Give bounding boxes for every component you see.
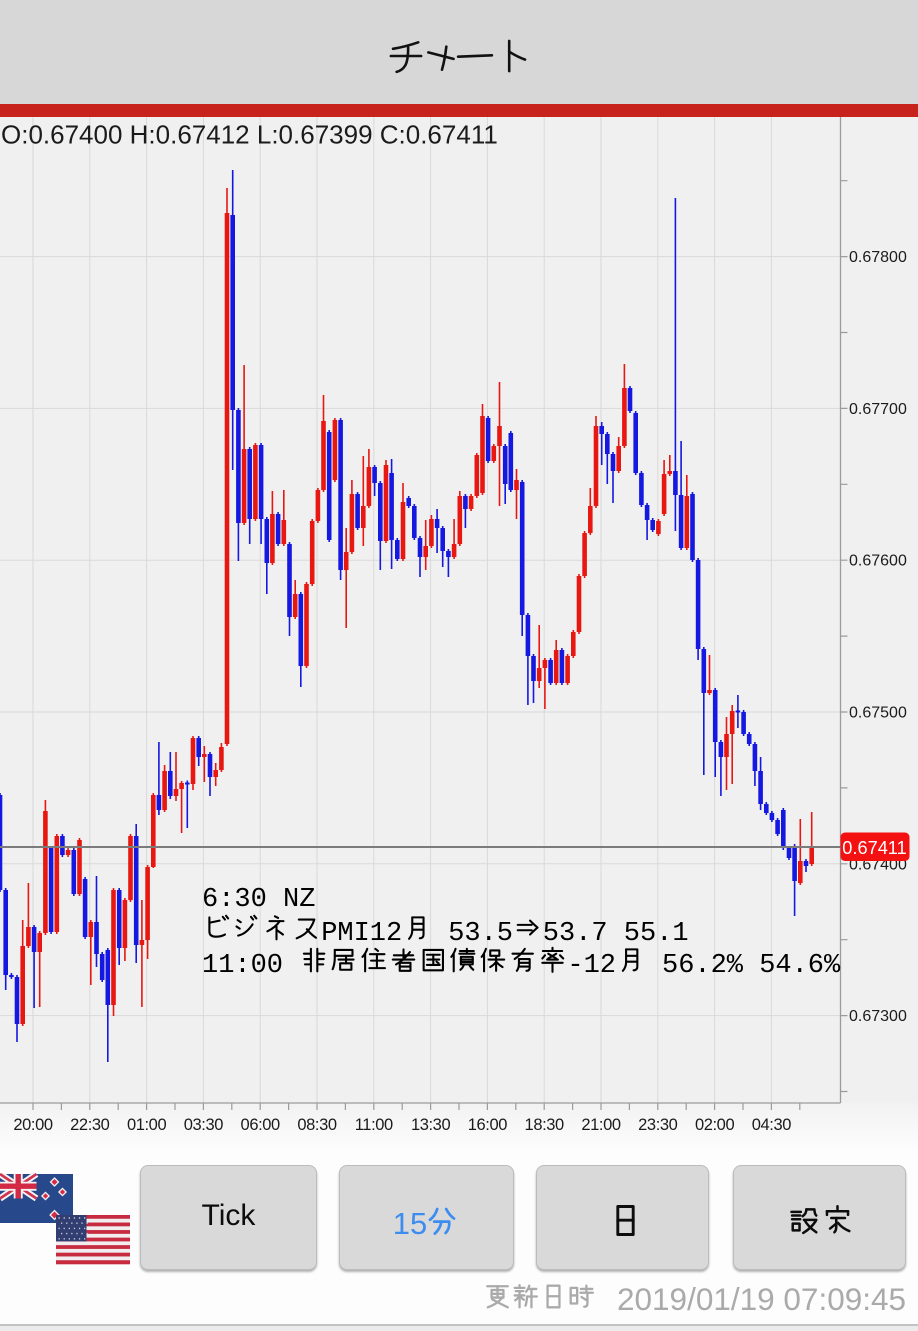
svg-text:13:30: 13:30 — [411, 1116, 451, 1134]
svg-text:1: 1 — [584, 951, 600, 981]
svg-text:0: 0 — [267, 951, 283, 981]
svg-text:0.67500: 0.67500 — [849, 705, 907, 722]
svg-text:6: 6 — [678, 951, 694, 981]
svg-text:-: - — [567, 951, 583, 981]
svg-text:.: . — [656, 919, 672, 949]
svg-text:1: 1 — [672, 919, 688, 949]
svg-text:02:00: 02:00 — [695, 1116, 735, 1134]
svg-text:0.67411: 0.67411 — [842, 838, 906, 858]
svg-text:2019/01/19 07:09:45: 2019/01/19 07:09:45 — [617, 1281, 906, 1317]
svg-text:M: M — [337, 919, 353, 949]
svg-text:0.67300: 0.67300 — [849, 1008, 907, 1025]
svg-text:01:00: 01:00 — [127, 1116, 167, 1134]
svg-text:1: 1 — [370, 919, 386, 949]
svg-text::: : — [218, 885, 234, 915]
svg-text:.: . — [575, 919, 591, 949]
svg-text::: : — [234, 951, 250, 981]
svg-text:5: 5 — [624, 919, 640, 949]
svg-text:5: 5 — [448, 919, 464, 949]
svg-text:Z: Z — [299, 885, 315, 915]
svg-text:5: 5 — [497, 919, 513, 949]
svg-text:21:00: 21:00 — [581, 1116, 621, 1134]
svg-text:5: 5 — [662, 951, 678, 981]
svg-text:1: 1 — [218, 951, 234, 981]
svg-text:6: 6 — [808, 951, 824, 981]
svg-text:3: 3 — [464, 919, 480, 949]
svg-text:.: . — [792, 951, 808, 981]
svg-text:N: N — [283, 885, 299, 915]
svg-text:22:30: 22:30 — [70, 1116, 110, 1134]
svg-text:.: . — [694, 951, 710, 981]
svg-text:%: % — [727, 951, 744, 981]
svg-text:0.67600: 0.67600 — [849, 553, 907, 570]
svg-text:5: 5 — [759, 951, 775, 981]
svg-text:3: 3 — [559, 919, 575, 949]
svg-text:6: 6 — [202, 885, 218, 915]
svg-text:5: 5 — [543, 919, 559, 949]
svg-text:O:0.67400 H:0.67412 L:0.67399: O:0.67400 H:0.67412 L:0.67399 C:0.67411 — [1, 120, 498, 150]
svg-text:08:30: 08:30 — [297, 1116, 337, 1134]
svg-text:11:00: 11:00 — [355, 1116, 393, 1134]
svg-text:0.67800: 0.67800 — [849, 249, 907, 266]
svg-text:15: 15 — [393, 1206, 427, 1241]
svg-text:18:30: 18:30 — [525, 1116, 565, 1134]
svg-text:0: 0 — [251, 885, 267, 915]
svg-text:0: 0 — [251, 951, 267, 981]
svg-text:2: 2 — [386, 919, 402, 949]
svg-text:7: 7 — [591, 919, 607, 949]
svg-text:20:00: 20:00 — [13, 1116, 53, 1134]
svg-text:23:30: 23:30 — [638, 1116, 678, 1134]
svg-text:2: 2 — [711, 951, 727, 981]
svg-text:2: 2 — [600, 951, 616, 981]
svg-text:0.67700: 0.67700 — [849, 401, 907, 418]
svg-text:3: 3 — [234, 885, 250, 915]
svg-text:03:30: 03:30 — [184, 1116, 224, 1134]
svg-text:16:00: 16:00 — [468, 1116, 508, 1134]
svg-text:5: 5 — [640, 919, 656, 949]
svg-text:%: % — [824, 951, 841, 981]
svg-text:I: I — [354, 919, 370, 949]
svg-text:06:00: 06:00 — [241, 1116, 281, 1134]
svg-text:04:30: 04:30 — [752, 1116, 792, 1134]
svg-text:P: P — [321, 919, 337, 949]
svg-text:4: 4 — [775, 951, 791, 981]
svg-text:1: 1 — [202, 951, 218, 981]
svg-text:.: . — [481, 919, 497, 949]
